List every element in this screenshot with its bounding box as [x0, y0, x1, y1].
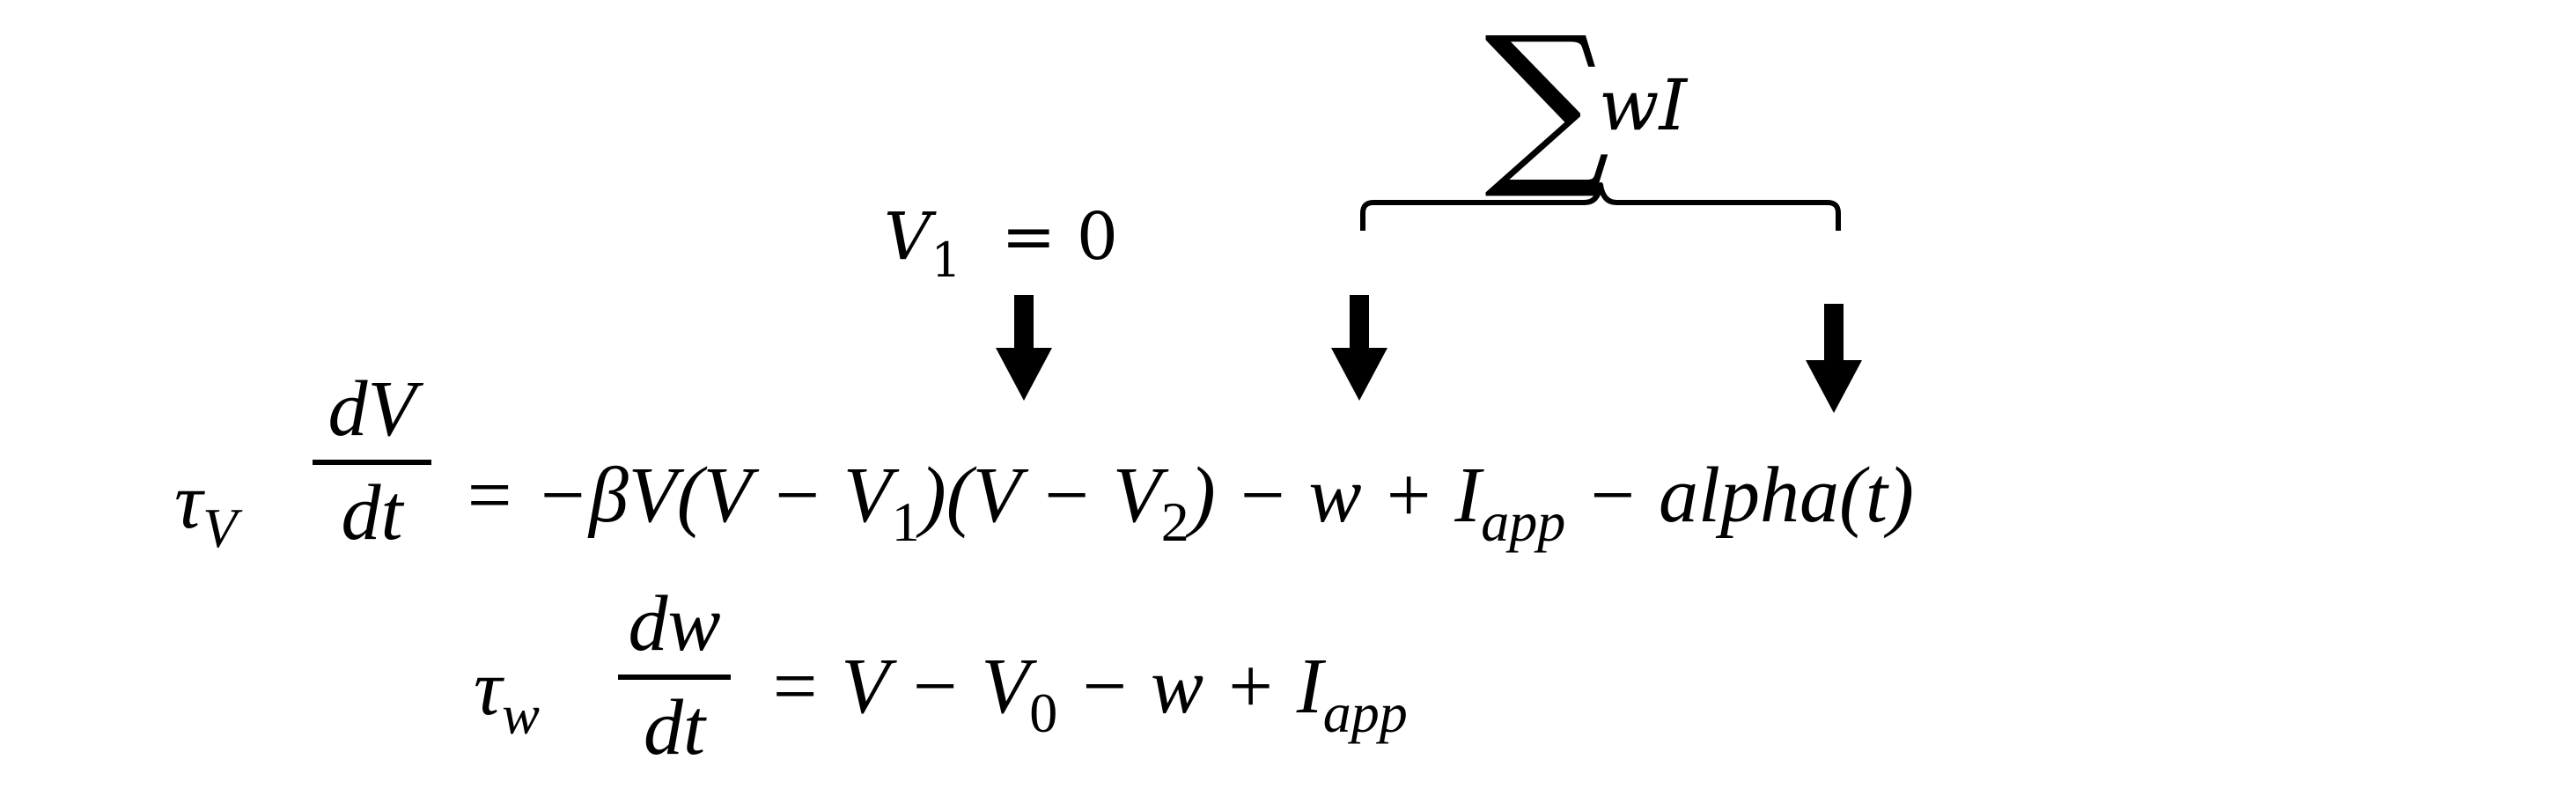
sum-wi-label: wI	[1599, 64, 1688, 146]
eq1-tau: τV	[174, 462, 237, 557]
eq2-numerator: dw	[628, 580, 721, 667]
eq1-fraction-bar	[313, 460, 431, 465]
curly-brace	[1360, 182, 1841, 231]
eq1-part-2: )(V − V	[919, 452, 1161, 539]
v1-arrow	[996, 295, 1052, 401]
eq2-fraction-bar	[618, 675, 731, 680]
eq1-part-4: − alpha(t)	[1565, 452, 1914, 539]
eq2-denominator: dt	[643, 684, 705, 771]
eq1-fraction: dV dt	[313, 370, 431, 553]
eq1-rhs: = −βV(V − V1)(V − V2) − w + Iapp − alpha…	[462, 456, 1914, 550]
eq1-part-3: ) − w + I	[1189, 452, 1482, 539]
v1-equals-zero: = 0	[1001, 199, 1118, 275]
eq2-tau-sub: w	[502, 683, 540, 746]
eq1-tau-sub: V	[202, 497, 238, 559]
v1-symbol: V	[884, 199, 931, 275]
eq1-denominator: dt	[341, 469, 403, 557]
eq1-numerator: dV	[328, 365, 416, 453]
eq2-tau: τw	[474, 649, 540, 743]
eq2-fraction: dw dt	[618, 585, 731, 768]
eq1-sub-app: app	[1481, 490, 1566, 553]
eq2-sub-app: app	[1322, 682, 1408, 744]
iapp-arrow	[1806, 304, 1862, 413]
eq2-sub-v0: 0	[1029, 682, 1058, 744]
eq1-sub-v2: 2	[1160, 490, 1189, 553]
eq1-part-1: = −βV(V − V	[462, 452, 892, 539]
eq2-part-2: − w + I	[1057, 643, 1323, 730]
eq1-tau-symbol: τ	[174, 458, 203, 545]
eq2-tau-symbol: τ	[474, 645, 503, 732]
v1-subscript: 1	[931, 232, 961, 288]
v1-zero-label: V1 = 0	[884, 204, 1118, 284]
eq1-sub-v1: 1	[891, 490, 920, 553]
eq2-rhs: = V − V0 − w + Iapp	[768, 647, 1408, 741]
v2-arrow	[1331, 295, 1387, 401]
summation-sign: ∑	[1484, 0, 1610, 204]
eq2-part-1: = V − V	[768, 643, 1030, 730]
